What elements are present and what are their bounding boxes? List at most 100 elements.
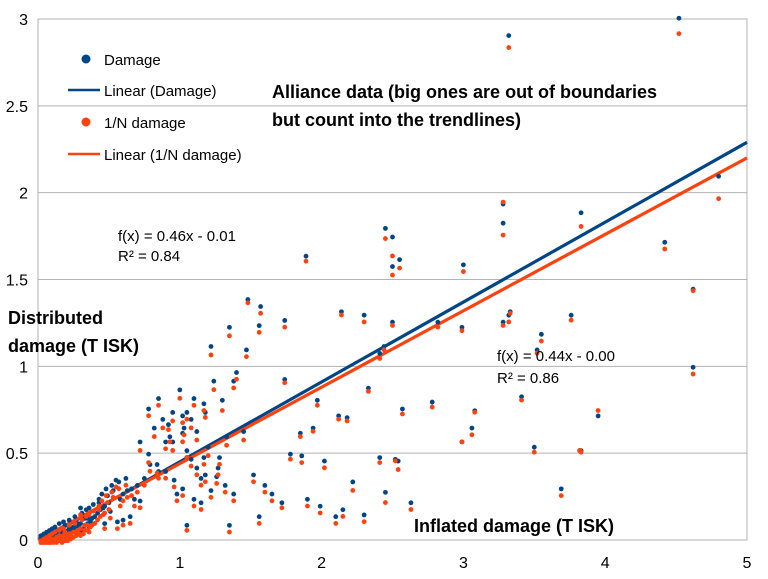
legend-marker-1n-damage xyxy=(81,117,91,127)
one-over-n-damage-point xyxy=(120,522,126,528)
damage-point xyxy=(241,429,247,434)
one-over-n-damage-point xyxy=(163,446,169,452)
one-over-n-damage-point xyxy=(45,538,51,544)
damage-point xyxy=(222,483,228,488)
damage-point xyxy=(137,498,143,504)
damage-point xyxy=(115,519,120,525)
one-over-n-damage-point xyxy=(132,503,137,509)
legend-label-1n-damage: 1/N damage xyxy=(104,115,186,132)
damage-point xyxy=(180,486,186,492)
one-over-n-damage-point xyxy=(269,498,275,504)
one-over-n-damage-point xyxy=(83,514,89,519)
one-over-n-damage-point xyxy=(215,472,221,478)
damage-point xyxy=(215,465,221,471)
one-over-n-damage-point xyxy=(340,514,346,519)
trend-r2-damage: R² = 0.84 xyxy=(118,248,180,265)
damage-point xyxy=(156,396,161,401)
one-over-n-damage-point xyxy=(107,515,113,521)
one-over-n-damage-point xyxy=(156,475,161,481)
one-over-n-damage-point xyxy=(377,460,383,466)
one-over-n-damage-point xyxy=(377,356,383,361)
trend-equation-damage: f(x) = 0.46x - 0.01 xyxy=(118,228,236,245)
y-tick-label: 0 xyxy=(19,533,28,550)
damage-point xyxy=(299,453,305,459)
one-over-n-damage-point xyxy=(519,397,524,403)
one-over-n-damage-point xyxy=(299,460,305,466)
damage-point xyxy=(202,472,208,478)
one-over-n-damage-point xyxy=(117,503,123,509)
damage-point xyxy=(191,496,197,502)
damage-point xyxy=(184,448,190,454)
damage-point xyxy=(408,500,414,506)
damage-point xyxy=(120,491,126,497)
damage-point xyxy=(141,476,147,481)
one-over-n-damage-point xyxy=(92,520,98,526)
damage-point xyxy=(56,521,62,527)
one-over-n-damage-point xyxy=(662,246,668,252)
one-over-n-damage-point xyxy=(241,437,247,443)
legend: Damage Linear (Damage) 1/N damage Linear… xyxy=(68,52,242,164)
damage-point xyxy=(163,439,169,445)
one-over-n-damage-point xyxy=(181,432,187,438)
x-tick-label: 3 xyxy=(459,555,468,572)
damage-point xyxy=(251,472,256,478)
damage-point xyxy=(201,455,207,461)
damage-point xyxy=(146,451,152,457)
one-over-n-damage-point xyxy=(180,493,186,499)
one-over-n-damage-point xyxy=(344,418,350,424)
damage-point xyxy=(72,524,78,530)
one-over-n-damage-point xyxy=(214,481,220,486)
damage-point xyxy=(595,413,601,419)
one-over-n-damage-point xyxy=(303,258,309,264)
damage-point xyxy=(127,514,133,520)
damage-point xyxy=(231,491,237,497)
damage-point xyxy=(198,476,204,481)
one-over-n-damage-point xyxy=(390,272,395,278)
one-over-n-damage-point xyxy=(262,489,268,495)
damage-point xyxy=(109,483,115,488)
one-over-n-damage-point xyxy=(194,437,200,443)
damage-point xyxy=(322,458,327,464)
one-over-n-damage-point xyxy=(383,500,388,505)
one-over-n-damage-point xyxy=(188,425,194,431)
damage-point xyxy=(181,425,187,431)
damage-point xyxy=(224,434,229,440)
one-over-n-damage-point xyxy=(95,517,100,523)
one-over-n-damage-point xyxy=(208,352,214,358)
one-over-n-damage-point xyxy=(227,529,232,535)
damage-point xyxy=(383,225,388,231)
one-over-n-damage-point xyxy=(245,300,251,306)
one-over-n-damage-point xyxy=(297,434,303,439)
damage-point xyxy=(361,312,367,318)
one-over-n-damage-point xyxy=(256,520,262,526)
one-over-n-damage-point xyxy=(99,498,105,504)
damage-point xyxy=(269,491,275,497)
one-over-n-damage-point xyxy=(217,461,222,467)
damage-point xyxy=(154,462,160,467)
damage-point xyxy=(390,234,395,240)
damage-point xyxy=(500,220,506,226)
one-over-n-damage-point xyxy=(184,455,190,460)
one-over-n-damage-point xyxy=(201,461,207,467)
one-over-n-damage-point xyxy=(160,425,166,431)
one-over-n-damage-point xyxy=(180,439,186,445)
one-over-n-damage-point xyxy=(500,199,506,205)
one-over-n-damage-point xyxy=(166,427,171,433)
damage-point xyxy=(390,264,395,269)
one-over-n-damage-point xyxy=(392,458,398,464)
one-over-n-damage-point xyxy=(103,493,109,499)
one-over-n-damage-point xyxy=(577,448,583,453)
one-over-n-damage-point xyxy=(222,489,228,495)
damage-point xyxy=(217,455,222,461)
one-over-n-damage-point xyxy=(137,505,143,511)
one-over-n-damage-point xyxy=(390,323,395,328)
one-over-n-damage-point xyxy=(55,534,61,540)
damage-point xyxy=(208,344,214,349)
y-tick-label: 3 xyxy=(19,12,28,29)
damage-point xyxy=(234,370,239,375)
damage-point xyxy=(305,496,310,502)
one-over-n-damage-point xyxy=(472,409,478,415)
one-over-n-damage-point xyxy=(177,395,183,401)
damage-point xyxy=(188,456,194,462)
